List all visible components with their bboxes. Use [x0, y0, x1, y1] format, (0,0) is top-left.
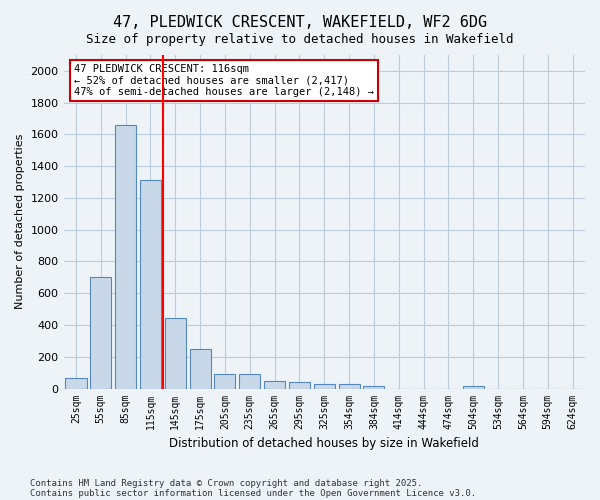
Bar: [364, 386, 385, 388]
Bar: [65, 378, 86, 388]
Bar: [463, 386, 484, 388]
Text: 47, PLEDWICK CRESCENT, WAKEFIELD, WF2 6DG: 47, PLEDWICK CRESCENT, WAKEFIELD, WF2 6D…: [113, 15, 487, 30]
Bar: [190, 349, 211, 389]
Y-axis label: Number of detached properties: Number of detached properties: [15, 134, 25, 310]
X-axis label: Distribution of detached houses by size in Wakefield: Distribution of detached houses by size …: [169, 437, 479, 450]
Bar: [214, 374, 235, 388]
Bar: [90, 278, 112, 388]
Bar: [289, 382, 310, 388]
Bar: [338, 384, 359, 388]
Text: Size of property relative to detached houses in Wakefield: Size of property relative to detached ho…: [86, 32, 514, 46]
Bar: [165, 318, 186, 388]
Bar: [239, 374, 260, 388]
Bar: [115, 125, 136, 388]
Text: 47 PLEDWICK CRESCENT: 116sqm
← 52% of detached houses are smaller (2,417)
47% of: 47 PLEDWICK CRESCENT: 116sqm ← 52% of de…: [74, 64, 374, 97]
Bar: [140, 180, 161, 388]
Bar: [314, 384, 335, 388]
Text: Contains HM Land Registry data © Crown copyright and database right 2025.: Contains HM Land Registry data © Crown c…: [30, 478, 422, 488]
Text: Contains public sector information licensed under the Open Government Licence v3: Contains public sector information licen…: [30, 488, 476, 498]
Bar: [264, 380, 285, 388]
